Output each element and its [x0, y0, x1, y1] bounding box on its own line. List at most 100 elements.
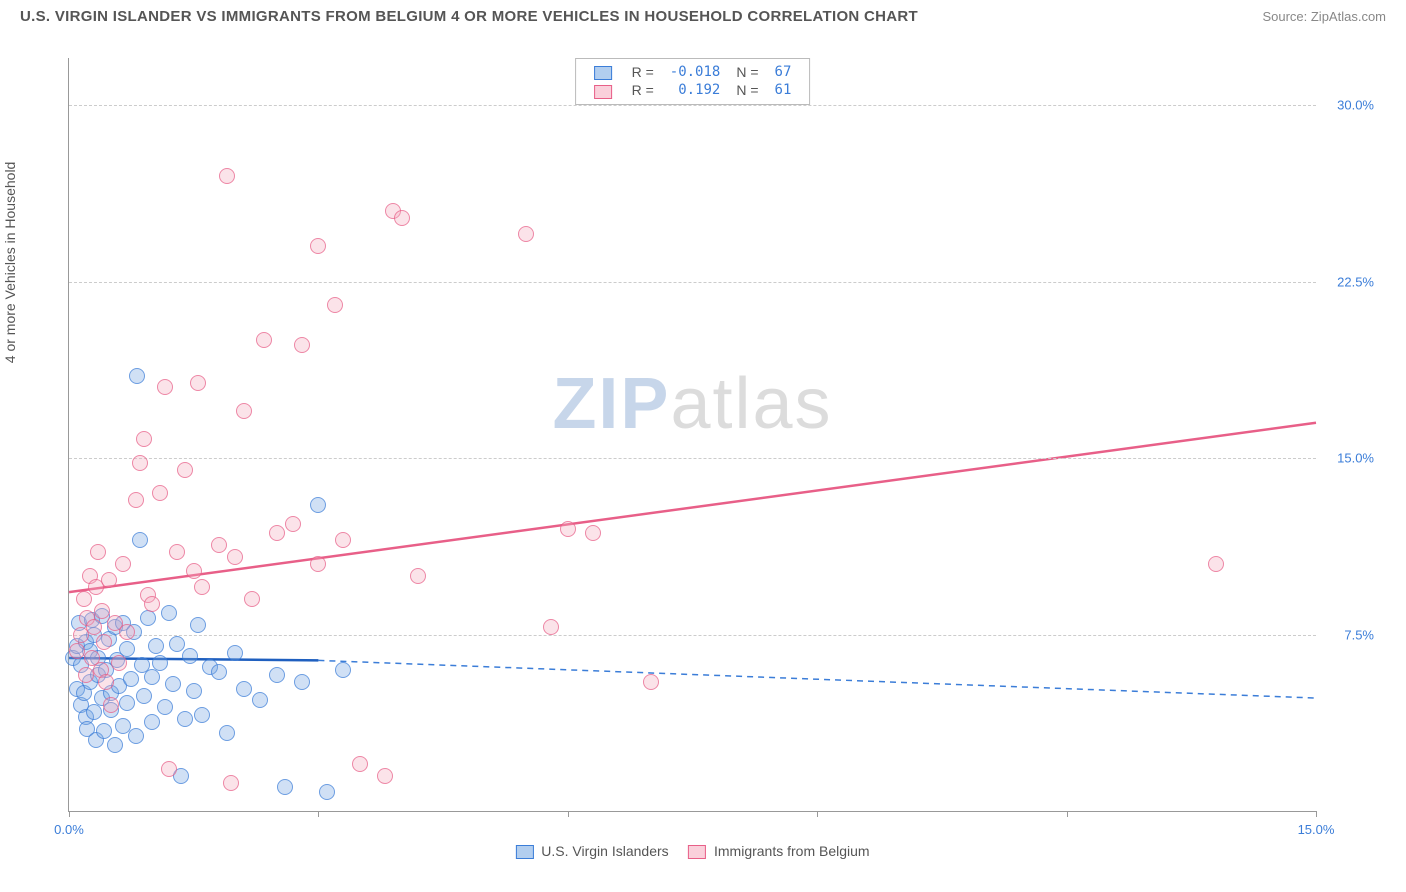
scatter-point: [335, 662, 351, 678]
legend-row-series-2: R = 0.192 N = 61: [586, 81, 800, 99]
scatter-point: [177, 711, 193, 727]
scatter-point: [132, 532, 148, 548]
chart-title: U.S. VIRGIN ISLANDER VS IMMIGRANTS FROM …: [20, 8, 918, 25]
gridline: [69, 105, 1316, 106]
scatter-point: [140, 610, 156, 626]
scatter-point: [78, 667, 94, 683]
scatter-point: [86, 619, 102, 635]
x-tick: [817, 811, 818, 817]
scatter-point: [335, 532, 351, 548]
scatter-point: [223, 775, 239, 791]
swatch-icon: [515, 845, 533, 859]
scatter-point: [236, 403, 252, 419]
scatter-point: [132, 455, 148, 471]
scatter-point: [194, 707, 210, 723]
x-tick: [318, 811, 319, 817]
scatter-point: [211, 537, 227, 553]
legend-label-1: U.S. Virgin Islanders: [541, 843, 668, 859]
y-tick-label: 15.0%: [1337, 451, 1374, 466]
scatter-point: [128, 728, 144, 744]
scatter-point: [319, 784, 335, 800]
swatch-icon: [594, 85, 612, 99]
scatter-point: [119, 695, 135, 711]
scatter-point: [294, 674, 310, 690]
scatter-point: [377, 768, 393, 784]
scatter-point: [543, 619, 559, 635]
legend-row-series-1: R = -0.018 N = 67: [586, 63, 800, 81]
scatter-point: [252, 692, 268, 708]
chart-area: 4 or more Vehicles in Household R = -0.0…: [20, 40, 1386, 872]
x-tick-label: 0.0%: [54, 822, 84, 837]
swatch-icon: [594, 66, 612, 80]
x-tick: [1067, 811, 1068, 817]
swatch-icon: [688, 845, 706, 859]
scatter-point: [211, 664, 227, 680]
scatter-point: [227, 645, 243, 661]
scatter-point: [144, 669, 160, 685]
scatter-point: [165, 676, 181, 692]
scatter-point: [352, 756, 368, 772]
scatter-point: [96, 634, 112, 650]
legend-label-2: Immigrants from Belgium: [714, 843, 870, 859]
scatter-point: [96, 723, 112, 739]
scatter-point: [294, 337, 310, 353]
scatter-point: [244, 591, 260, 607]
scatter-point: [186, 683, 202, 699]
scatter-point: [219, 168, 235, 184]
scatter-point: [119, 624, 135, 640]
y-axis-label: 4 or more Vehicles in Household: [2, 162, 18, 364]
source-label: Source: ZipAtlas.com: [1262, 9, 1386, 24]
scatter-point: [86, 704, 102, 720]
scatter-point: [219, 725, 235, 741]
scatter-point: [119, 641, 135, 657]
scatter-point: [643, 674, 659, 690]
scatter-point: [129, 368, 145, 384]
scatter-point: [177, 462, 193, 478]
scatter-point: [1208, 556, 1224, 572]
scatter-point: [152, 485, 168, 501]
scatter-point: [107, 737, 123, 753]
scatter-point: [194, 579, 210, 595]
chart-header: U.S. VIRGIN ISLANDER VS IMMIGRANTS FROM …: [0, 0, 1406, 29]
scatter-point: [236, 681, 252, 697]
y-tick-label: 22.5%: [1337, 274, 1374, 289]
legend-correlation-box: R = -0.018 N = 67 R = 0.192 N = 61: [575, 58, 811, 105]
scatter-point: [186, 563, 202, 579]
y-tick-label: 7.5%: [1344, 627, 1374, 642]
x-tick: [568, 811, 569, 817]
scatter-point: [190, 617, 206, 633]
y-tick-label: 30.0%: [1337, 98, 1374, 113]
scatter-point: [256, 332, 272, 348]
scatter-point: [111, 655, 127, 671]
scatter-point: [161, 761, 177, 777]
scatter-point: [285, 516, 301, 532]
scatter-point: [269, 667, 285, 683]
scatter-point: [310, 238, 326, 254]
scatter-point: [123, 671, 139, 687]
scatter-point: [169, 544, 185, 560]
gridline: [69, 282, 1316, 283]
scatter-point: [144, 596, 160, 612]
watermark: ZIPatlas: [552, 363, 832, 445]
gridline: [69, 458, 1316, 459]
scatter-point: [394, 210, 410, 226]
scatter-point: [101, 572, 117, 588]
scatter-point: [144, 714, 160, 730]
scatter-point: [98, 674, 114, 690]
scatter-point: [410, 568, 426, 584]
scatter-point: [182, 648, 198, 664]
scatter-point: [310, 556, 326, 572]
scatter-point: [148, 638, 164, 654]
scatter-point: [518, 226, 534, 242]
scatter-point: [115, 556, 131, 572]
plot-region: R = -0.018 N = 67 R = 0.192 N = 61 ZIPat…: [68, 58, 1316, 812]
scatter-point: [269, 525, 285, 541]
scatter-point: [327, 297, 343, 313]
scatter-point: [310, 497, 326, 513]
scatter-point: [90, 544, 106, 560]
x-tick: [1316, 811, 1317, 817]
scatter-point: [560, 521, 576, 537]
scatter-point: [152, 655, 168, 671]
scatter-point: [227, 549, 243, 565]
scatter-point: [69, 643, 85, 659]
